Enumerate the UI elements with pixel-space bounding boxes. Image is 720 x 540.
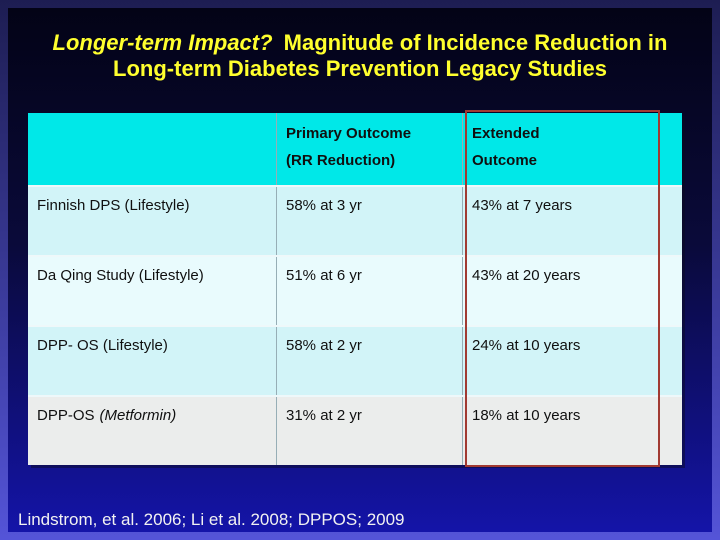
- header-blank-cell: [28, 113, 277, 185]
- study-name: DPP-OS: [37, 407, 95, 424]
- study-name: Finnish DPS (Lifestyle): [37, 197, 190, 214]
- header-primary-line2: (RR Reduction): [286, 152, 396, 169]
- header-primary-line1: Primary Outcome: [286, 125, 412, 142]
- primary-outcome-cell: 51% at 6 yr: [277, 257, 463, 325]
- spacer-cell: [660, 397, 682, 465]
- study-cell: Da Qing Study (Lifestyle): [28, 257, 277, 325]
- header-extended-outcome: Extended Outcome: [463, 113, 660, 185]
- header-primary-outcome: Primary Outcome (RR Reduction): [277, 113, 463, 185]
- study-note: (Metformin): [99, 407, 177, 424]
- title-line1: Longer-term Impact? Magnitude of Inciden…: [8, 30, 712, 56]
- header-extended-line2: Outcome: [472, 152, 538, 169]
- primary-outcome-cell: 58% at 2 yr: [277, 327, 463, 395]
- legacy-studies-table: Primary Outcome (RR Reduction) Extended …: [28, 110, 682, 467]
- title-line2: Long-term Diabetes Prevention Legacy Stu…: [113, 56, 607, 81]
- extended-outcome-cell: 43% at 20 years: [463, 257, 660, 325]
- title-line1-rest: Magnitude of Incidence Reduction in: [277, 30, 668, 55]
- study-cell: Finnish DPS (Lifestyle): [28, 187, 277, 255]
- title-italic-segment: Longer-term Impact?: [52, 30, 273, 55]
- study-name: DPP- OS (Lifestyle): [37, 337, 168, 354]
- study-cell: DPP-OS (Metformin): [28, 397, 277, 465]
- extended-outcome-cell: 18% at 10 years: [463, 397, 660, 465]
- study-cell: DPP- OS (Lifestyle): [28, 327, 277, 395]
- header-spacer-cell: [660, 113, 682, 185]
- extended-outcome-cell: 24% at 10 years: [463, 327, 660, 395]
- spacer-cell: [660, 257, 682, 325]
- slide-background: Longer-term Impact? Magnitude of Inciden…: [8, 8, 712, 532]
- citation: Lindstrom, et al. 2006; Li et al. 2008; …: [18, 510, 405, 529]
- spacer-cell: [660, 327, 682, 395]
- header-extended-line1: Extended: [472, 125, 540, 142]
- table-grid: Primary Outcome (RR Reduction) Extended …: [28, 113, 682, 465]
- primary-outcome-cell: 58% at 3 yr: [277, 187, 463, 255]
- study-name: Da Qing Study (Lifestyle): [37, 267, 204, 284]
- extended-outcome-cell: 43% at 7 years: [463, 187, 660, 255]
- spacer-cell: [660, 187, 682, 255]
- primary-outcome-cell: 31% at 2 yr: [277, 397, 463, 465]
- slide-title: Longer-term Impact? Magnitude of Inciden…: [8, 30, 712, 82]
